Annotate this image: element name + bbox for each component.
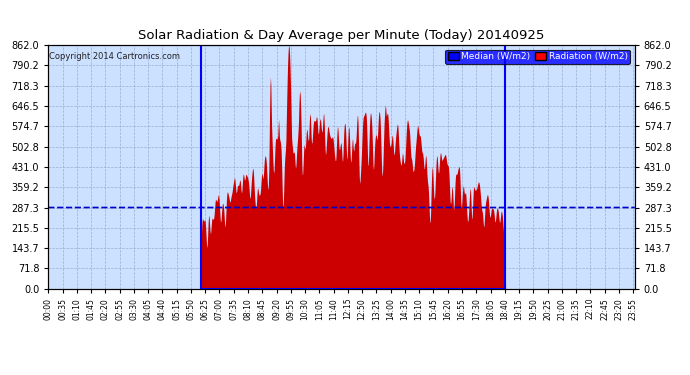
Title: Solar Radiation & Day Average per Minute (Today) 20140925: Solar Radiation & Day Average per Minute… bbox=[139, 30, 544, 42]
Bar bbox=[201, 45, 505, 289]
Legend: Median (W/m2), Radiation (W/m2): Median (W/m2), Radiation (W/m2) bbox=[445, 50, 630, 64]
Text: Copyright 2014 Cartronics.com: Copyright 2014 Cartronics.com bbox=[50, 53, 181, 61]
